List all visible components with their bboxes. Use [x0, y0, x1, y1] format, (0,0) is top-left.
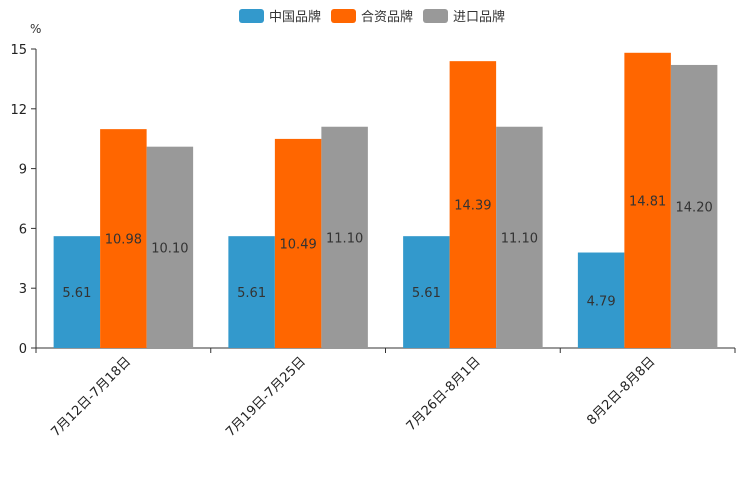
legend-item-import[interactable]: 进口品牌 — [423, 6, 505, 25]
legend-label-import: 进口品牌 — [453, 10, 506, 25]
bar-s1-c3[interactable] — [624, 52, 671, 349]
x-tick-label-1: 7月19日-7月25日 — [223, 354, 309, 440]
bar-s0-c2[interactable] — [403, 236, 450, 348]
bar-s1-c2[interactable] — [449, 61, 497, 348]
x-tick-label-0: 7月12日-7月18日 — [48, 354, 134, 440]
legend-item-china[interactable]: 中国品牌 — [238, 6, 321, 25]
y-tick-label-0: 0 — [19, 342, 27, 357]
bar-label-s1-c1: 10.49 — [280, 237, 317, 252]
y-tick-label-4: 12 — [10, 103, 27, 118]
legend-item-jv[interactable]: 合资品牌 — [330, 6, 413, 25]
bar-s2-c1[interactable] — [321, 126, 368, 349]
y-tick-label-2: 6 — [19, 222, 27, 237]
y-tick-label-1: 3 — [19, 282, 27, 297]
bar-s2-c0[interactable] — [146, 146, 194, 348]
bar-s2-c3[interactable] — [670, 64, 718, 349]
bar-label-s0-c0: 5.61 — [62, 286, 91, 301]
y-tick-label-5: 15 — [10, 43, 27, 58]
x-tick-label-2: 7月26日-8月1日 — [404, 354, 484, 434]
y-unit-label: % — [30, 22, 42, 36]
legend-swatch-china — [238, 8, 264, 23]
bar-label-s2-c0: 10.10 — [151, 241, 188, 256]
bar-s2-c2[interactable] — [496, 126, 543, 349]
bar-label-s2-c2: 11.10 — [501, 231, 538, 246]
legend-label-jv: 合资品牌 — [360, 10, 413, 25]
bar-s1-c1[interactable] — [274, 138, 322, 348]
bar-s0-c1[interactable] — [228, 236, 275, 348]
bar-s0-c0[interactable] — [53, 236, 101, 348]
bar-label-s0-c1: 5.61 — [237, 286, 266, 301]
bar-s1-c0[interactable] — [100, 129, 147, 348]
bar-label-s1-c3: 14.81 — [629, 194, 666, 209]
bar-label-s0-c3: 4.79 — [587, 294, 616, 309]
x-tick-label-3: 8月2日-8月8日 — [584, 354, 658, 428]
legend-swatch-jv — [330, 8, 356, 23]
legend-label-china: 中国品牌 — [268, 10, 321, 25]
bar-label-s1-c2: 14.39 — [454, 199, 491, 214]
bar-label-s1-c0: 10.98 — [105, 233, 142, 248]
legend: 中国品牌 合资品牌 进口品牌 — [0, 6, 744, 25]
bar-label-s0-c2: 5.61 — [412, 286, 441, 301]
y-tick-label-3: 9 — [19, 163, 27, 178]
bar-label-s2-c1: 11.10 — [326, 231, 363, 246]
bar-label-s2-c3: 14.20 — [676, 200, 713, 215]
legend-swatch-import — [423, 8, 448, 23]
bar-s0-c3[interactable] — [577, 252, 625, 348]
